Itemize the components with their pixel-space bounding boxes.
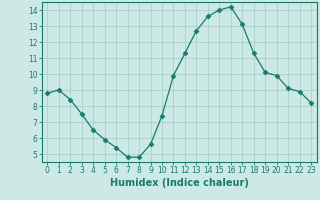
X-axis label: Humidex (Indice chaleur): Humidex (Indice chaleur) — [110, 178, 249, 188]
